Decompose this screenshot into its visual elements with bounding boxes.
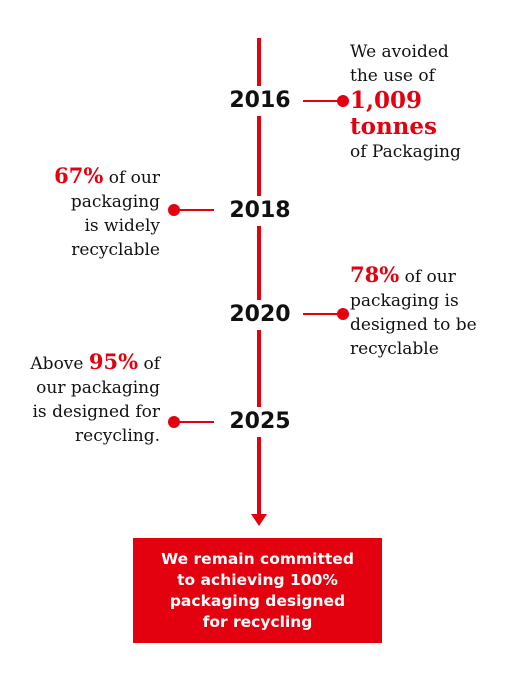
commitment-callout: We remain committed to achieving 100% pa… [133,538,382,643]
note-2020-line-1: 78% of our [350,263,505,289]
note-2018-line-3: is widely [84,216,160,236]
note-2020: 78% of our packaging is designed to be r… [350,263,505,361]
connector-2020 [303,313,343,315]
note-2018: 67% of our packaging is widely recyclabl… [10,164,160,262]
callout-line-1: We remain committed [161,549,354,568]
note-2025-line-1-text: of [143,354,160,374]
note-2025-prefix: Above [30,354,84,374]
note-2018-line-4: recyclable [71,240,160,260]
year-2025: 2025 [215,407,305,437]
connector-2018 [176,209,214,211]
callout-line-2: to achieving 100% [177,570,338,589]
dot-2020-icon [337,308,349,320]
note-2018-line-1: 67% of our [10,164,160,190]
note-2025-highlight: 95% [88,349,139,374]
year-2016: 2016 [215,86,305,116]
note-2020-line-4: recyclable [350,339,439,359]
note-2020-line-2: packaging is [350,291,459,311]
note-2016-line-5: of Packaging [350,142,461,162]
note-2018-line-2: packaging [70,192,160,212]
timeline-line [257,38,261,516]
connector-2025 [176,421,214,423]
connector-2016 [303,100,343,102]
callout-line-3: packaging designed [169,591,346,610]
note-2016-amount: 1,009 [350,87,423,114]
note-2020-highlight: 78% [350,262,400,287]
note-2016-line-1: We avoided [350,42,449,62]
note-2018-highlight: 67% [54,163,104,188]
year-2020: 2020 [215,300,305,330]
callout-line-4: for recycling [202,612,313,631]
note-2016: We avoided the use of 1,009 tonnes of Pa… [350,40,500,164]
timeline-arrow-icon [251,514,267,526]
note-2025-line-2: our packaging [36,378,160,398]
note-2025-line-4: recycling. [75,426,160,446]
year-2018: 2018 [215,196,305,226]
note-2018-line-1-text: of our [108,168,160,188]
note-2016-unit: tonnes [350,113,437,140]
note-2025-line-1: Above 95% of [5,350,160,376]
dot-2025-icon [168,416,180,428]
note-2016-line-2: the use of [350,66,435,86]
note-2020-line-1-text: of our [404,267,456,287]
note-2020-line-3: designed to be [350,315,477,335]
note-2025: Above 95% of our packaging is designed f… [5,350,160,448]
dot-2018-icon [168,204,180,216]
dot-2016-icon [337,95,349,107]
note-2025-line-3: is designed for [32,402,161,422]
